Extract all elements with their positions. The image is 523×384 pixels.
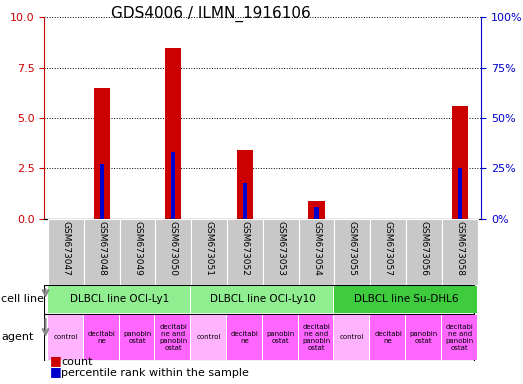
Text: DLBCL line OCI-Ly1: DLBCL line OCI-Ly1 — [70, 294, 169, 305]
Text: GSM673051: GSM673051 — [204, 221, 213, 276]
Text: DLBCL line OCI-Ly10: DLBCL line OCI-Ly10 — [210, 294, 316, 305]
Bar — [406, 314, 441, 360]
Text: GSM673047: GSM673047 — [61, 221, 71, 276]
Bar — [370, 314, 405, 360]
Bar — [171, 152, 176, 219]
Bar — [120, 219, 155, 285]
Text: DLBCL line Su-DHL6: DLBCL line Su-DHL6 — [354, 294, 458, 305]
Text: decitabi
ne and
panobin
ostat: decitabi ne and panobin ostat — [159, 324, 187, 351]
Bar — [263, 219, 299, 285]
Bar — [84, 219, 120, 285]
Text: panobin
ostat: panobin ostat — [410, 331, 438, 344]
Text: decitabi
ne: decitabi ne — [88, 331, 116, 344]
Text: control: control — [54, 334, 78, 340]
Bar — [227, 219, 263, 285]
Bar — [191, 286, 333, 313]
Text: decitabi
ne and
panobin
ostat: decitabi ne and panobin ostat — [446, 324, 474, 351]
Text: GSM673053: GSM673053 — [276, 221, 285, 276]
Bar — [452, 106, 468, 219]
Text: agent: agent — [1, 332, 33, 343]
Text: control: control — [340, 334, 365, 340]
Bar — [99, 164, 104, 219]
Bar — [120, 314, 154, 360]
Bar — [155, 219, 191, 285]
Text: panobin
ostat: panobin ostat — [123, 331, 152, 344]
Bar — [191, 314, 226, 360]
Bar — [299, 219, 334, 285]
Text: decitabi
ne: decitabi ne — [374, 331, 402, 344]
Text: GSM673050: GSM673050 — [169, 221, 178, 276]
Text: GSM673049: GSM673049 — [133, 221, 142, 276]
Text: ■: ■ — [50, 365, 61, 378]
Bar — [334, 219, 370, 285]
Text: control: control — [197, 334, 221, 340]
Bar — [237, 150, 253, 219]
Text: GSM673056: GSM673056 — [419, 221, 428, 276]
Bar — [48, 286, 190, 313]
Bar — [48, 219, 84, 285]
Bar — [442, 314, 476, 360]
Text: GSM673052: GSM673052 — [241, 221, 249, 276]
Bar — [314, 207, 319, 219]
Bar — [334, 286, 476, 313]
Bar — [155, 314, 190, 360]
Text: GSM673057: GSM673057 — [383, 221, 393, 276]
Bar — [94, 88, 110, 219]
Bar — [442, 219, 477, 285]
Text: decitabi
ne and
panobin
ostat: decitabi ne and panobin ostat — [302, 324, 331, 351]
Text: GSM673055: GSM673055 — [348, 221, 357, 276]
Text: panobin
ostat: panobin ostat — [267, 331, 295, 344]
Text: count: count — [61, 357, 93, 367]
Text: GSM673058: GSM673058 — [455, 221, 464, 276]
Bar — [84, 314, 119, 360]
Bar — [406, 219, 442, 285]
Text: percentile rank within the sample: percentile rank within the sample — [61, 368, 249, 378]
Text: GSM673048: GSM673048 — [97, 221, 106, 276]
Text: GSM673054: GSM673054 — [312, 221, 321, 276]
Bar — [165, 48, 181, 219]
Text: cell line: cell line — [1, 294, 44, 305]
Bar — [227, 314, 262, 360]
Bar — [370, 219, 406, 285]
Text: ■: ■ — [50, 354, 61, 367]
Text: GDS4006 / ILMN_1916106: GDS4006 / ILMN_1916106 — [110, 6, 310, 22]
Bar — [191, 219, 227, 285]
Text: decitabi
ne: decitabi ne — [231, 331, 259, 344]
Bar — [243, 183, 247, 219]
Bar — [263, 314, 298, 360]
Bar — [299, 314, 333, 360]
Bar — [458, 169, 462, 219]
Bar — [334, 314, 369, 360]
Bar — [309, 201, 325, 219]
Bar — [48, 314, 83, 360]
